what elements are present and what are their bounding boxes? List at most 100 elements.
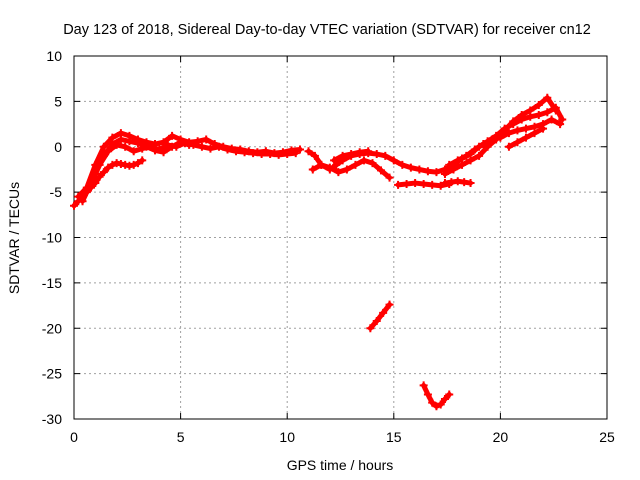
data-point bbox=[521, 124, 530, 133]
data-point bbox=[308, 165, 317, 174]
data-point bbox=[372, 150, 381, 159]
grid-lines bbox=[74, 56, 607, 419]
data-point bbox=[99, 151, 108, 160]
x-tick-label: 0 bbox=[70, 429, 78, 445]
data-point bbox=[270, 149, 279, 158]
data-point bbox=[445, 390, 454, 399]
series-mid-b bbox=[308, 156, 394, 182]
data-point bbox=[108, 140, 117, 149]
data-point bbox=[509, 120, 518, 129]
x-tick-label: 5 bbox=[177, 429, 185, 445]
data-point bbox=[317, 160, 326, 169]
data-point bbox=[521, 133, 530, 142]
data-point bbox=[219, 142, 228, 151]
data-point bbox=[415, 165, 424, 174]
series-mid-a bbox=[304, 147, 449, 177]
y-tick-label: -15 bbox=[42, 275, 62, 291]
data-point bbox=[470, 145, 479, 154]
series-low-tail bbox=[440, 177, 475, 188]
y-tick-label: -5 bbox=[50, 184, 63, 200]
data-point bbox=[517, 115, 526, 124]
data-point bbox=[445, 160, 454, 169]
data-point bbox=[278, 148, 287, 157]
data-point bbox=[419, 179, 428, 188]
data-point bbox=[475, 151, 484, 160]
data-point bbox=[377, 166, 386, 175]
data-point bbox=[543, 93, 552, 102]
data-point bbox=[168, 142, 177, 151]
data-point bbox=[351, 160, 360, 169]
data-point bbox=[236, 145, 245, 154]
x-tick-label: 25 bbox=[599, 429, 615, 445]
data-point bbox=[334, 168, 343, 177]
data-point bbox=[295, 145, 304, 154]
data-point bbox=[244, 147, 253, 156]
data-point bbox=[368, 159, 377, 168]
data-point bbox=[385, 173, 394, 182]
data-point bbox=[347, 150, 356, 159]
data-point bbox=[543, 108, 552, 117]
x-tick-label: 10 bbox=[279, 429, 295, 445]
data-point bbox=[372, 316, 381, 325]
data-point bbox=[496, 133, 505, 142]
data-point bbox=[551, 103, 560, 112]
data-point bbox=[389, 156, 398, 165]
data-point bbox=[133, 159, 142, 168]
data-point bbox=[125, 137, 134, 146]
data-point bbox=[210, 140, 219, 149]
data-point bbox=[304, 147, 313, 156]
data-point bbox=[398, 160, 407, 169]
data-point bbox=[129, 147, 138, 156]
chart-title: Day 123 of 2018, Sidereal Day-to-day VTE… bbox=[63, 22, 591, 38]
y-tick-label: -25 bbox=[42, 366, 62, 382]
y-axis-label: SDTVAR / TECUs bbox=[6, 182, 22, 294]
data-series bbox=[70, 93, 567, 411]
data-point bbox=[547, 115, 556, 124]
data-point bbox=[342, 165, 351, 174]
y-tick-label: -20 bbox=[42, 320, 62, 336]
data-point bbox=[513, 126, 522, 135]
data-point bbox=[466, 179, 475, 188]
data-point bbox=[310, 151, 319, 160]
data-point bbox=[202, 135, 211, 144]
data-point bbox=[526, 112, 535, 121]
data-point bbox=[355, 148, 364, 157]
data-point bbox=[379, 308, 388, 317]
data-point bbox=[108, 160, 117, 169]
data-point bbox=[366, 324, 375, 333]
data-point bbox=[253, 148, 262, 157]
data-point bbox=[133, 139, 142, 148]
data-point bbox=[91, 169, 100, 178]
data-point bbox=[432, 402, 441, 411]
y-tick-label: -30 bbox=[42, 411, 62, 427]
data-point bbox=[539, 124, 548, 133]
data-point bbox=[287, 146, 296, 155]
data-point bbox=[513, 138, 522, 147]
y-tick-label: 10 bbox=[46, 48, 62, 64]
data-point bbox=[74, 192, 83, 201]
series-trace bbox=[310, 157, 393, 181]
data-point bbox=[330, 156, 339, 165]
data-point bbox=[428, 398, 437, 407]
data-point bbox=[428, 180, 437, 189]
data-point bbox=[479, 140, 488, 149]
data-point bbox=[423, 390, 432, 399]
data-point bbox=[436, 400, 445, 409]
data-point bbox=[534, 101, 543, 110]
data-point bbox=[534, 110, 543, 119]
x-axis-label: GPS time / hours bbox=[287, 457, 394, 473]
data-point bbox=[556, 120, 565, 129]
data-point bbox=[159, 148, 168, 157]
data-point bbox=[436, 181, 445, 190]
data-point bbox=[142, 142, 151, 151]
data-point bbox=[159, 138, 168, 147]
y-tick-label: 5 bbox=[54, 93, 62, 109]
data-point bbox=[185, 140, 194, 149]
x-tick-label: 15 bbox=[386, 429, 402, 445]
data-point bbox=[432, 168, 441, 177]
data-point bbox=[151, 146, 160, 155]
data-point bbox=[402, 179, 411, 188]
data-point bbox=[394, 180, 403, 189]
series-trace bbox=[367, 302, 393, 331]
